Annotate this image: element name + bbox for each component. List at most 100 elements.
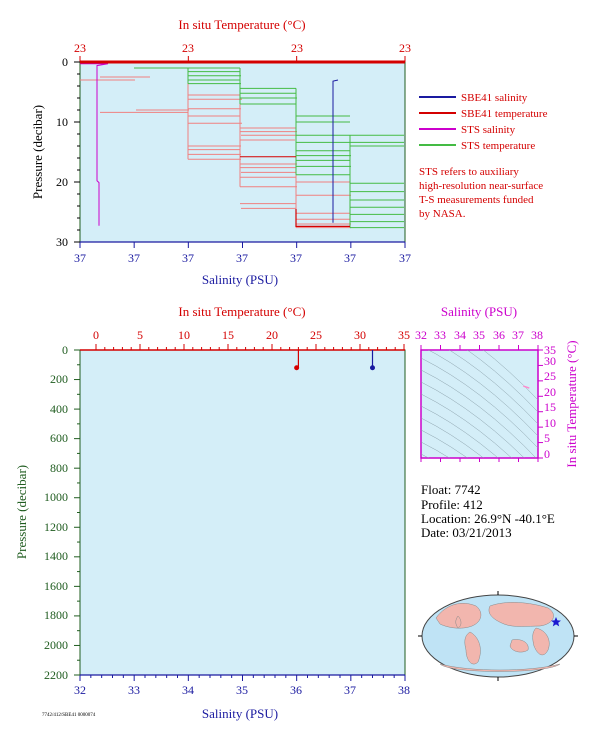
footer-code: 7742/412/SBE41 0000074 <box>42 713 96 718</box>
bottom-ticks <box>74 344 406 681</box>
map-land <box>435 602 561 672</box>
top-temperature-title: In situ Temperature (°C) <box>178 17 305 32</box>
top-temp-tick-label: 23 <box>291 41 303 55</box>
bottom-sal-tick-label: 36 <box>290 683 302 697</box>
bottom-sal-tick-label: 32 <box>74 683 86 697</box>
ts-density-contour <box>421 405 499 458</box>
float-position-star <box>551 617 561 627</box>
bottom-pressure-tick-label: 1200 <box>44 520 68 534</box>
sts-note-line: by NASA. <box>419 208 466 220</box>
top-pressure-ylabel: Pressure (decibar) <box>30 105 45 199</box>
bottom-sal-tick-label: 34 <box>182 683 194 697</box>
ts-temp-tick-label: 20 <box>544 385 556 399</box>
bottom-plot-area <box>79 349 406 676</box>
bottom-pressure-tick-label: 1400 <box>44 549 68 563</box>
ts-sal-tick-label: 36 <box>493 328 505 342</box>
legend-label-sts-temperature: STS temperature <box>461 140 535 152</box>
top-pressure-tick-label: 30 <box>56 235 68 249</box>
top-plot-area <box>79 61 406 243</box>
ts-sal-tick-label: 33 <box>434 328 446 342</box>
ts-density-contour <box>421 369 537 458</box>
ts-sal-tick-label: 37 <box>512 328 524 342</box>
bottom-temp-tick-label: 30 <box>354 328 366 342</box>
legend-label-sbe41-salinity: SBE41 salinity <box>461 92 528 104</box>
ts-density-contour <box>421 429 468 458</box>
sts-note-line: T-S measurements funded <box>419 194 534 206</box>
top-temp-tick-label: 23 <box>74 41 86 55</box>
sbe41-salinity-line <box>332 79 339 223</box>
ts-points <box>523 385 530 389</box>
ts-temp-tick-label: 25 <box>544 369 556 383</box>
ts-temperature-ylabel: In situ Temperature (°C) <box>564 340 579 467</box>
legend: SBE41 salinity SBE41 temperature STS sal… <box>419 92 548 220</box>
bottom-temp-tick-label: 20 <box>266 328 278 342</box>
temperature-bottom-point <box>294 365 300 371</box>
bottom-pressure-tick-label: 800 <box>50 461 68 475</box>
float-id: Float: 7742 <box>421 482 481 497</box>
top-sal-tick-label: 37 <box>344 251 356 265</box>
ts-temp-tick-label: 30 <box>544 354 556 368</box>
ts-density-contour <box>428 350 538 437</box>
top-salinity-xlabel: Salinity (PSU) <box>202 272 278 287</box>
top-temp-tick-label: 23 <box>182 41 194 55</box>
bottom-sal-tick-label: 35 <box>236 683 248 697</box>
bottom-pressure-tick-label: 2000 <box>44 638 68 652</box>
ts-density-contours <box>421 350 538 458</box>
ts-density-contour <box>448 350 538 425</box>
bottom-temp-tick-label: 10 <box>178 328 190 342</box>
bottom-sal-tick-label: 38 <box>398 683 410 697</box>
ts-density-contour <box>466 350 538 413</box>
ts-ticks <box>420 345 543 462</box>
bottom-temp-tick-label: 15 <box>222 328 234 342</box>
ts-sal-tick-label: 38 <box>531 328 543 342</box>
bottom-temp-tick-label: 5 <box>137 328 143 342</box>
salinity-bottom-point <box>370 365 375 371</box>
ts-temp-tick-label: 15 <box>544 400 556 414</box>
top-ticks <box>74 56 406 248</box>
bottom-panel: In situ Temperature (°C) Salinity (PSU) … <box>14 304 410 721</box>
top-temp-tick-label: 23 <box>399 41 411 55</box>
ts-point <box>523 385 530 389</box>
top-sal-tick-label: 37 <box>236 251 248 265</box>
legend-label-sts-salinity: STS salinity <box>461 124 516 136</box>
bottom-temp-tick-label: 0 <box>93 328 99 342</box>
profile-date: Date: 03/21/2013 <box>421 525 512 540</box>
bottom-pressure-tick-label: 1800 <box>44 608 68 622</box>
ts-plot-area <box>420 349 539 459</box>
bottom-sal-tick-label: 37 <box>344 683 356 697</box>
sbe41-temperature-line <box>295 209 350 227</box>
top-profile-lines <box>80 63 404 229</box>
top-sal-tick-label: 37 <box>290 251 302 265</box>
ts-density-contour <box>421 381 525 458</box>
ts-sal-tick-label: 34 <box>454 328 466 342</box>
ts-density-contour <box>421 393 512 458</box>
ts-salinity-title: Salinity (PSU) <box>441 304 517 319</box>
float-location: Location: 26.9°N -40.1°E <box>421 511 555 526</box>
bottom-pressure-tick-label: 0 <box>62 343 68 357</box>
ts-sal-tick-label: 35 <box>473 328 485 342</box>
bottom-pressure-ylabel: Pressure (decibar) <box>14 465 29 559</box>
bottom-salinity-xlabel: Salinity (PSU) <box>202 706 278 721</box>
top-pressure-tick-label: 0 <box>62 55 68 69</box>
ts-temp-tick-label: 35 <box>544 343 556 357</box>
bottom-temp-tick-label: 35 <box>398 328 410 342</box>
ts-temp-tick-label: 10 <box>544 416 556 430</box>
ts-density-contour <box>421 417 484 458</box>
bottom-temperature-title: In situ Temperature (°C) <box>178 304 305 319</box>
bottom-pressure-tick-label: 1600 <box>44 579 68 593</box>
profile-number: Profile: 412 <box>421 497 483 512</box>
legend-label-sbe41-temperature: SBE41 temperature <box>461 108 548 120</box>
bottom-pressure-tick-label: 400 <box>50 402 68 416</box>
bottom-pressure-tick-label: 1000 <box>44 490 68 504</box>
sts-note-line: high-resolution near-surface <box>419 180 543 192</box>
top-pressure-tick-label: 20 <box>56 175 68 189</box>
world-map <box>418 591 578 681</box>
bottom-temp-tick-label: 25 <box>310 328 322 342</box>
top-panel: In situ Temperature (°C) Salinity (PSU) … <box>30 17 411 287</box>
bottom-pressure-tick-label: 2200 <box>44 668 68 682</box>
bottom-pressure-tick-label: 200 <box>50 372 68 386</box>
ts-density-contour <box>421 357 538 449</box>
ts-temp-tick-label: 0 <box>544 447 550 461</box>
ts-density-contour <box>421 441 450 458</box>
